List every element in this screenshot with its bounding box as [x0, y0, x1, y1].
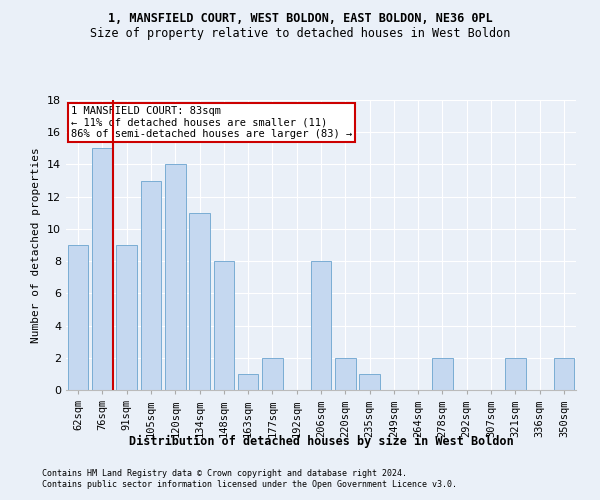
Bar: [116, 245, 137, 390]
Y-axis label: Number of detached properties: Number of detached properties: [31, 147, 41, 343]
Bar: [68, 245, 88, 390]
Bar: [238, 374, 259, 390]
Bar: [92, 148, 113, 390]
Bar: [554, 358, 574, 390]
Text: Distribution of detached houses by size in West Boldon: Distribution of detached houses by size …: [128, 435, 514, 448]
Text: 1, MANSFIELD COURT, WEST BOLDON, EAST BOLDON, NE36 0PL: 1, MANSFIELD COURT, WEST BOLDON, EAST BO…: [107, 12, 493, 26]
Bar: [165, 164, 185, 390]
Text: Contains HM Land Registry data © Crown copyright and database right 2024.: Contains HM Land Registry data © Crown c…: [42, 468, 407, 477]
Text: 1 MANSFIELD COURT: 83sqm
← 11% of detached houses are smaller (11)
86% of semi-d: 1 MANSFIELD COURT: 83sqm ← 11% of detach…: [71, 106, 352, 139]
Bar: [311, 261, 331, 390]
Bar: [359, 374, 380, 390]
Bar: [214, 261, 234, 390]
Bar: [505, 358, 526, 390]
Text: Contains public sector information licensed under the Open Government Licence v3: Contains public sector information licen…: [42, 480, 457, 489]
Bar: [262, 358, 283, 390]
Text: Size of property relative to detached houses in West Boldon: Size of property relative to detached ho…: [90, 28, 510, 40]
Bar: [189, 213, 210, 390]
Bar: [335, 358, 356, 390]
Bar: [432, 358, 453, 390]
Bar: [140, 180, 161, 390]
